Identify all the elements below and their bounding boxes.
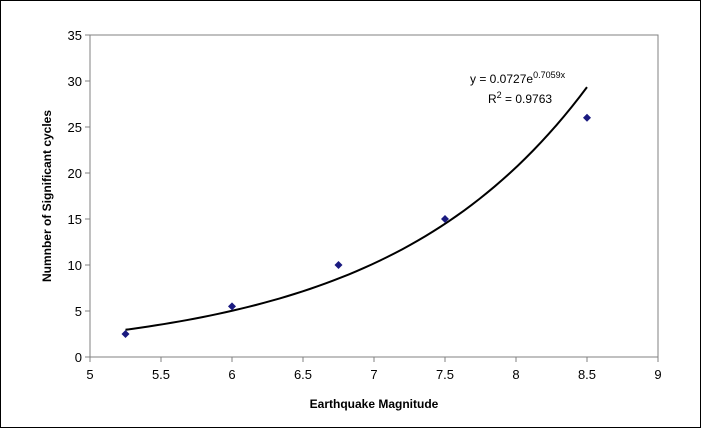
y-tick-label: 25 [68,120,82,135]
y-tick-label: 10 [68,258,82,273]
data-point-3 [334,261,343,269]
x-tick-label: 8.5 [578,367,596,382]
r-squared-value: = 0.9763 [502,92,553,106]
r-squared-sup: 2 [497,90,502,100]
x-tick-label: 6 [228,367,235,382]
y-tick-label: 35 [68,28,82,43]
y-tick-label: 5 [75,304,82,319]
data-point-1 [121,330,130,338]
data-point-4 [441,215,449,223]
x-axis: 5 5.5 6 6.5 7 7.5 8 8.5 9 [86,357,662,382]
y-tick-label: 15 [68,212,82,227]
x-tick-label: 9 [654,367,661,382]
data-points [121,113,591,338]
y-tick-label: 0 [75,350,82,365]
r-squared-r: R [488,92,497,106]
y-tick-label: 30 [68,74,82,89]
x-axis-title: Earthquake Magnitude [310,397,439,411]
y-axis-title: Numnber of Significant cycles [40,110,54,282]
trendline [125,86,588,331]
x-tick-label: 7 [370,367,377,382]
data-point-2 [228,302,236,311]
x-tick-label: 5 [86,367,93,382]
trendline-equation: y = 0.0727e0.7059x [470,70,566,86]
plot-area [89,34,659,358]
r-squared: R2 = 0.9763 [488,90,552,106]
y-tick-label: 20 [68,166,82,181]
x-tick-label: 6.5 [294,367,312,382]
data-point-5 [583,113,591,122]
x-tick-label: 7.5 [436,367,454,382]
equation-base: y = 0.0727e [470,72,533,86]
x-tick-label: 5.5 [152,367,170,382]
equation-exponent: 0.7059x [533,70,566,80]
y-axis: 0 5 10 15 20 25 30 35 [68,28,90,365]
x-tick-label: 8 [512,367,519,382]
